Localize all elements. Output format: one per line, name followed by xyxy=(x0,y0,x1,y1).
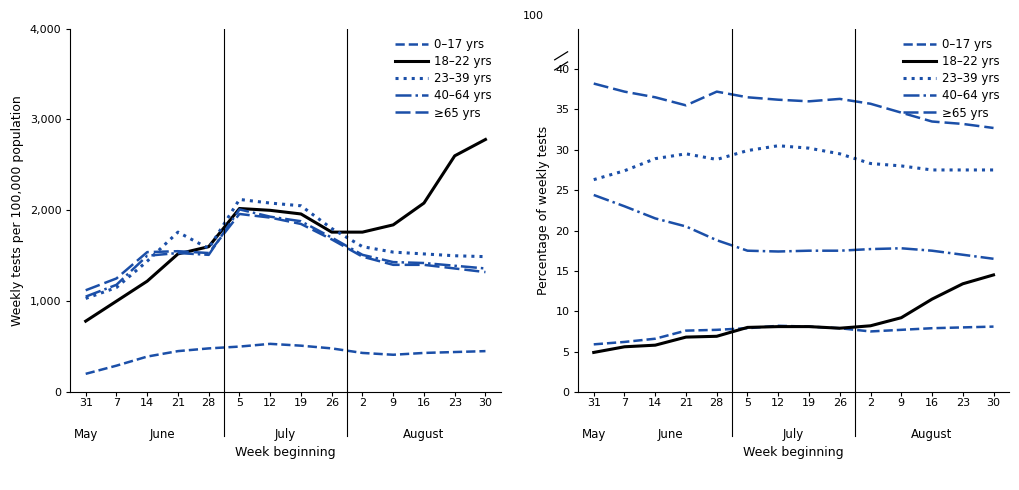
Text: May: May xyxy=(73,428,98,441)
Text: June: June xyxy=(657,428,683,441)
Legend: 0–17 yrs, 18–22 yrs, 23–39 yrs, 40–64 yrs, ≥65 yrs: 0–17 yrs, 18–22 yrs, 23–39 yrs, 40–64 yr… xyxy=(391,35,494,123)
Text: June: June xyxy=(150,428,175,441)
Text: July: July xyxy=(275,428,296,441)
Text: 100: 100 xyxy=(523,11,543,22)
Text: July: July xyxy=(783,428,803,441)
Text: August: August xyxy=(910,428,952,441)
Y-axis label: Weekly tests per 100,000 population: Weekly tests per 100,000 population xyxy=(11,95,24,326)
Y-axis label: Percentage of weekly tests: Percentage of weekly tests xyxy=(536,126,549,295)
Text: August: August xyxy=(403,428,444,441)
Text: May: May xyxy=(581,428,605,441)
X-axis label: Week beginning: Week beginning xyxy=(743,446,843,460)
Legend: 0–17 yrs, 18–22 yrs, 23–39 yrs, 40–64 yrs, ≥65 yrs: 0–17 yrs, 18–22 yrs, 23–39 yrs, 40–64 yr… xyxy=(899,35,1002,123)
X-axis label: Week beginning: Week beginning xyxy=(235,446,335,460)
